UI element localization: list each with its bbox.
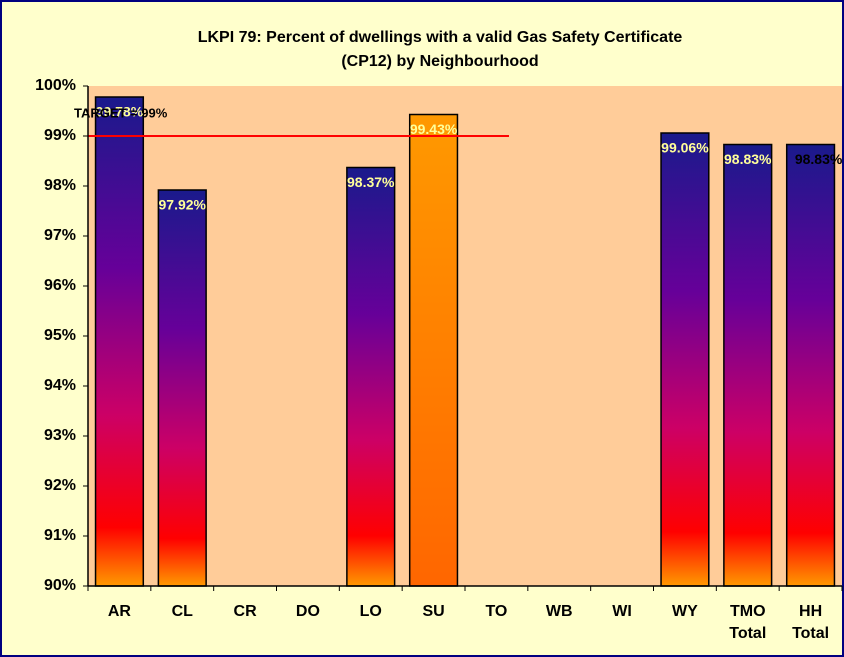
data-label: 98.37% [347,174,395,190]
x-tick-label: AR [108,603,132,620]
x-tick-label: WB [546,603,573,620]
bar [94,96,145,587]
y-tick-label: 96% [44,277,76,294]
x-tick-label: TMO Total [729,603,766,642]
x-tick-label: DO [296,603,320,620]
y-tick-label: 91% [44,527,76,544]
y-tick-label: 94% [44,377,76,394]
bar [785,143,836,587]
x-tick-label: CL [172,603,194,620]
x-tick-label: TO [485,603,507,620]
target-label: TARGET = 99% [74,105,168,120]
x-tick-label: WI [612,603,632,620]
data-label: 99.78% [96,104,144,120]
bar [408,113,459,587]
chart-title: LKPI 79: Percent of dwellings with a val… [198,29,683,46]
y-tick-label: 98% [44,177,76,194]
x-tick-label: CR [234,603,258,620]
y-tick-label: 95% [44,327,76,344]
y-tick-label: 92% [44,477,76,494]
data-label: 98.83% [724,151,772,167]
x-tick-label: SU [422,603,444,620]
bar [660,132,710,587]
data-label: 97.92% [159,197,207,213]
bar [723,143,773,587]
x-tick-label: HH Total [792,603,829,642]
data-label: 99.43% [410,121,458,137]
chart-title: (CP12) by Neighbourhood [341,53,538,70]
plot-area [88,86,842,586]
data-label: 98.83% [795,151,843,167]
bar [346,166,396,587]
x-tick-label: LO [360,603,382,620]
y-tick-label: 97% [44,227,76,244]
y-tick-label: 93% [44,427,76,444]
data-label: 99.06% [661,140,709,156]
y-tick-label: 99% [44,127,76,144]
x-tick-label: WY [672,603,698,620]
bar [157,189,207,587]
y-tick-label: 100% [35,77,76,94]
y-tick-label: 90% [44,577,76,594]
